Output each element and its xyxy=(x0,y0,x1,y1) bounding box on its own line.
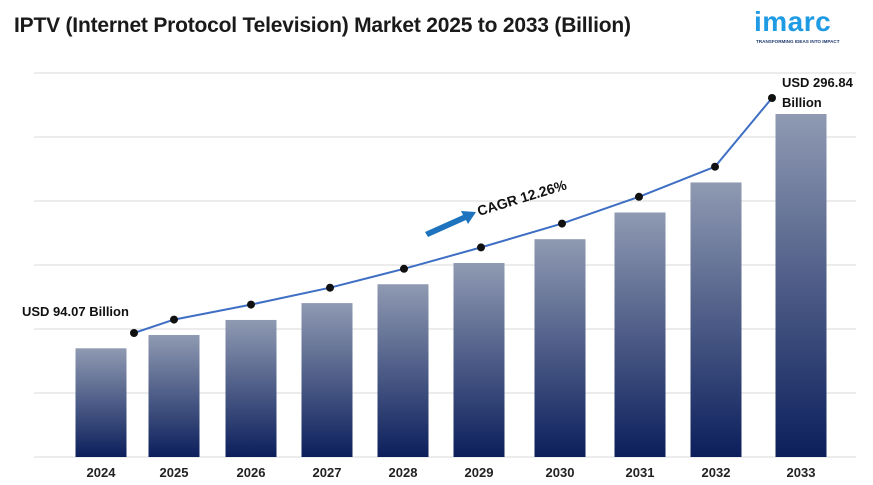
end-value-label-line2: Billion xyxy=(782,95,822,110)
bar-2029 xyxy=(453,262,505,457)
x-tick-2027: 2027 xyxy=(313,465,342,480)
logo-tagline: TRANSFORMING IDEAS INTO IMPACT xyxy=(756,39,840,44)
imarc-logo: imarc TRANSFORMING IDEAS INTO IMPACT xyxy=(748,6,858,50)
x-tick-2026: 2026 xyxy=(237,465,266,480)
trend-point-2025 xyxy=(170,315,178,324)
trend-point-2029 xyxy=(477,243,485,252)
trend-point-2031 xyxy=(635,192,643,201)
bar-2026 xyxy=(225,319,277,457)
x-tick-2031: 2031 xyxy=(626,465,655,480)
trend-point-2033 xyxy=(768,94,776,102)
bar-2032 xyxy=(690,182,742,458)
logo-wordmark: imarc xyxy=(754,6,832,37)
end-value-label-line1: USD 296.84 xyxy=(782,75,854,90)
trend-point-2026 xyxy=(247,300,255,309)
bar-2024 xyxy=(75,348,127,457)
cagr-arrow-icon xyxy=(425,211,476,237)
trend-line xyxy=(133,97,773,334)
x-tick-2029: 2029 xyxy=(465,465,494,480)
trend-point-2032 xyxy=(711,162,719,171)
x-tick-2028: 2028 xyxy=(389,465,418,480)
chart-title: IPTV (Internet Protocol Television) Mark… xyxy=(14,14,631,37)
trend-point-2024 xyxy=(130,329,138,337)
bar-2028 xyxy=(377,284,429,457)
trend-point-2030 xyxy=(558,219,566,228)
x-tick-2024: 2024 xyxy=(87,465,117,480)
x-tick-2033: 2033 xyxy=(787,465,816,480)
start-value-label: USD 94.07 Billion xyxy=(22,304,129,319)
x-axis-ticks: 2024 2025 2026 2027 2028 2029 2030 2031 2032 2033 xyxy=(87,465,816,480)
bar-2030 xyxy=(534,239,586,457)
bar-2033 xyxy=(775,114,827,457)
x-tick-2030: 2030 xyxy=(546,465,575,480)
bar-2031 xyxy=(614,212,666,457)
trend-point-2027 xyxy=(326,283,334,292)
trend-point-2028 xyxy=(400,264,408,273)
x-tick-2032: 2032 xyxy=(702,465,731,480)
x-tick-2025: 2025 xyxy=(160,465,189,480)
trend-line-group xyxy=(130,94,776,337)
bars xyxy=(75,114,827,458)
bar-2027 xyxy=(301,303,353,457)
cagr-label: CAGR 12.26% xyxy=(475,176,569,219)
bar-2025 xyxy=(148,334,200,457)
